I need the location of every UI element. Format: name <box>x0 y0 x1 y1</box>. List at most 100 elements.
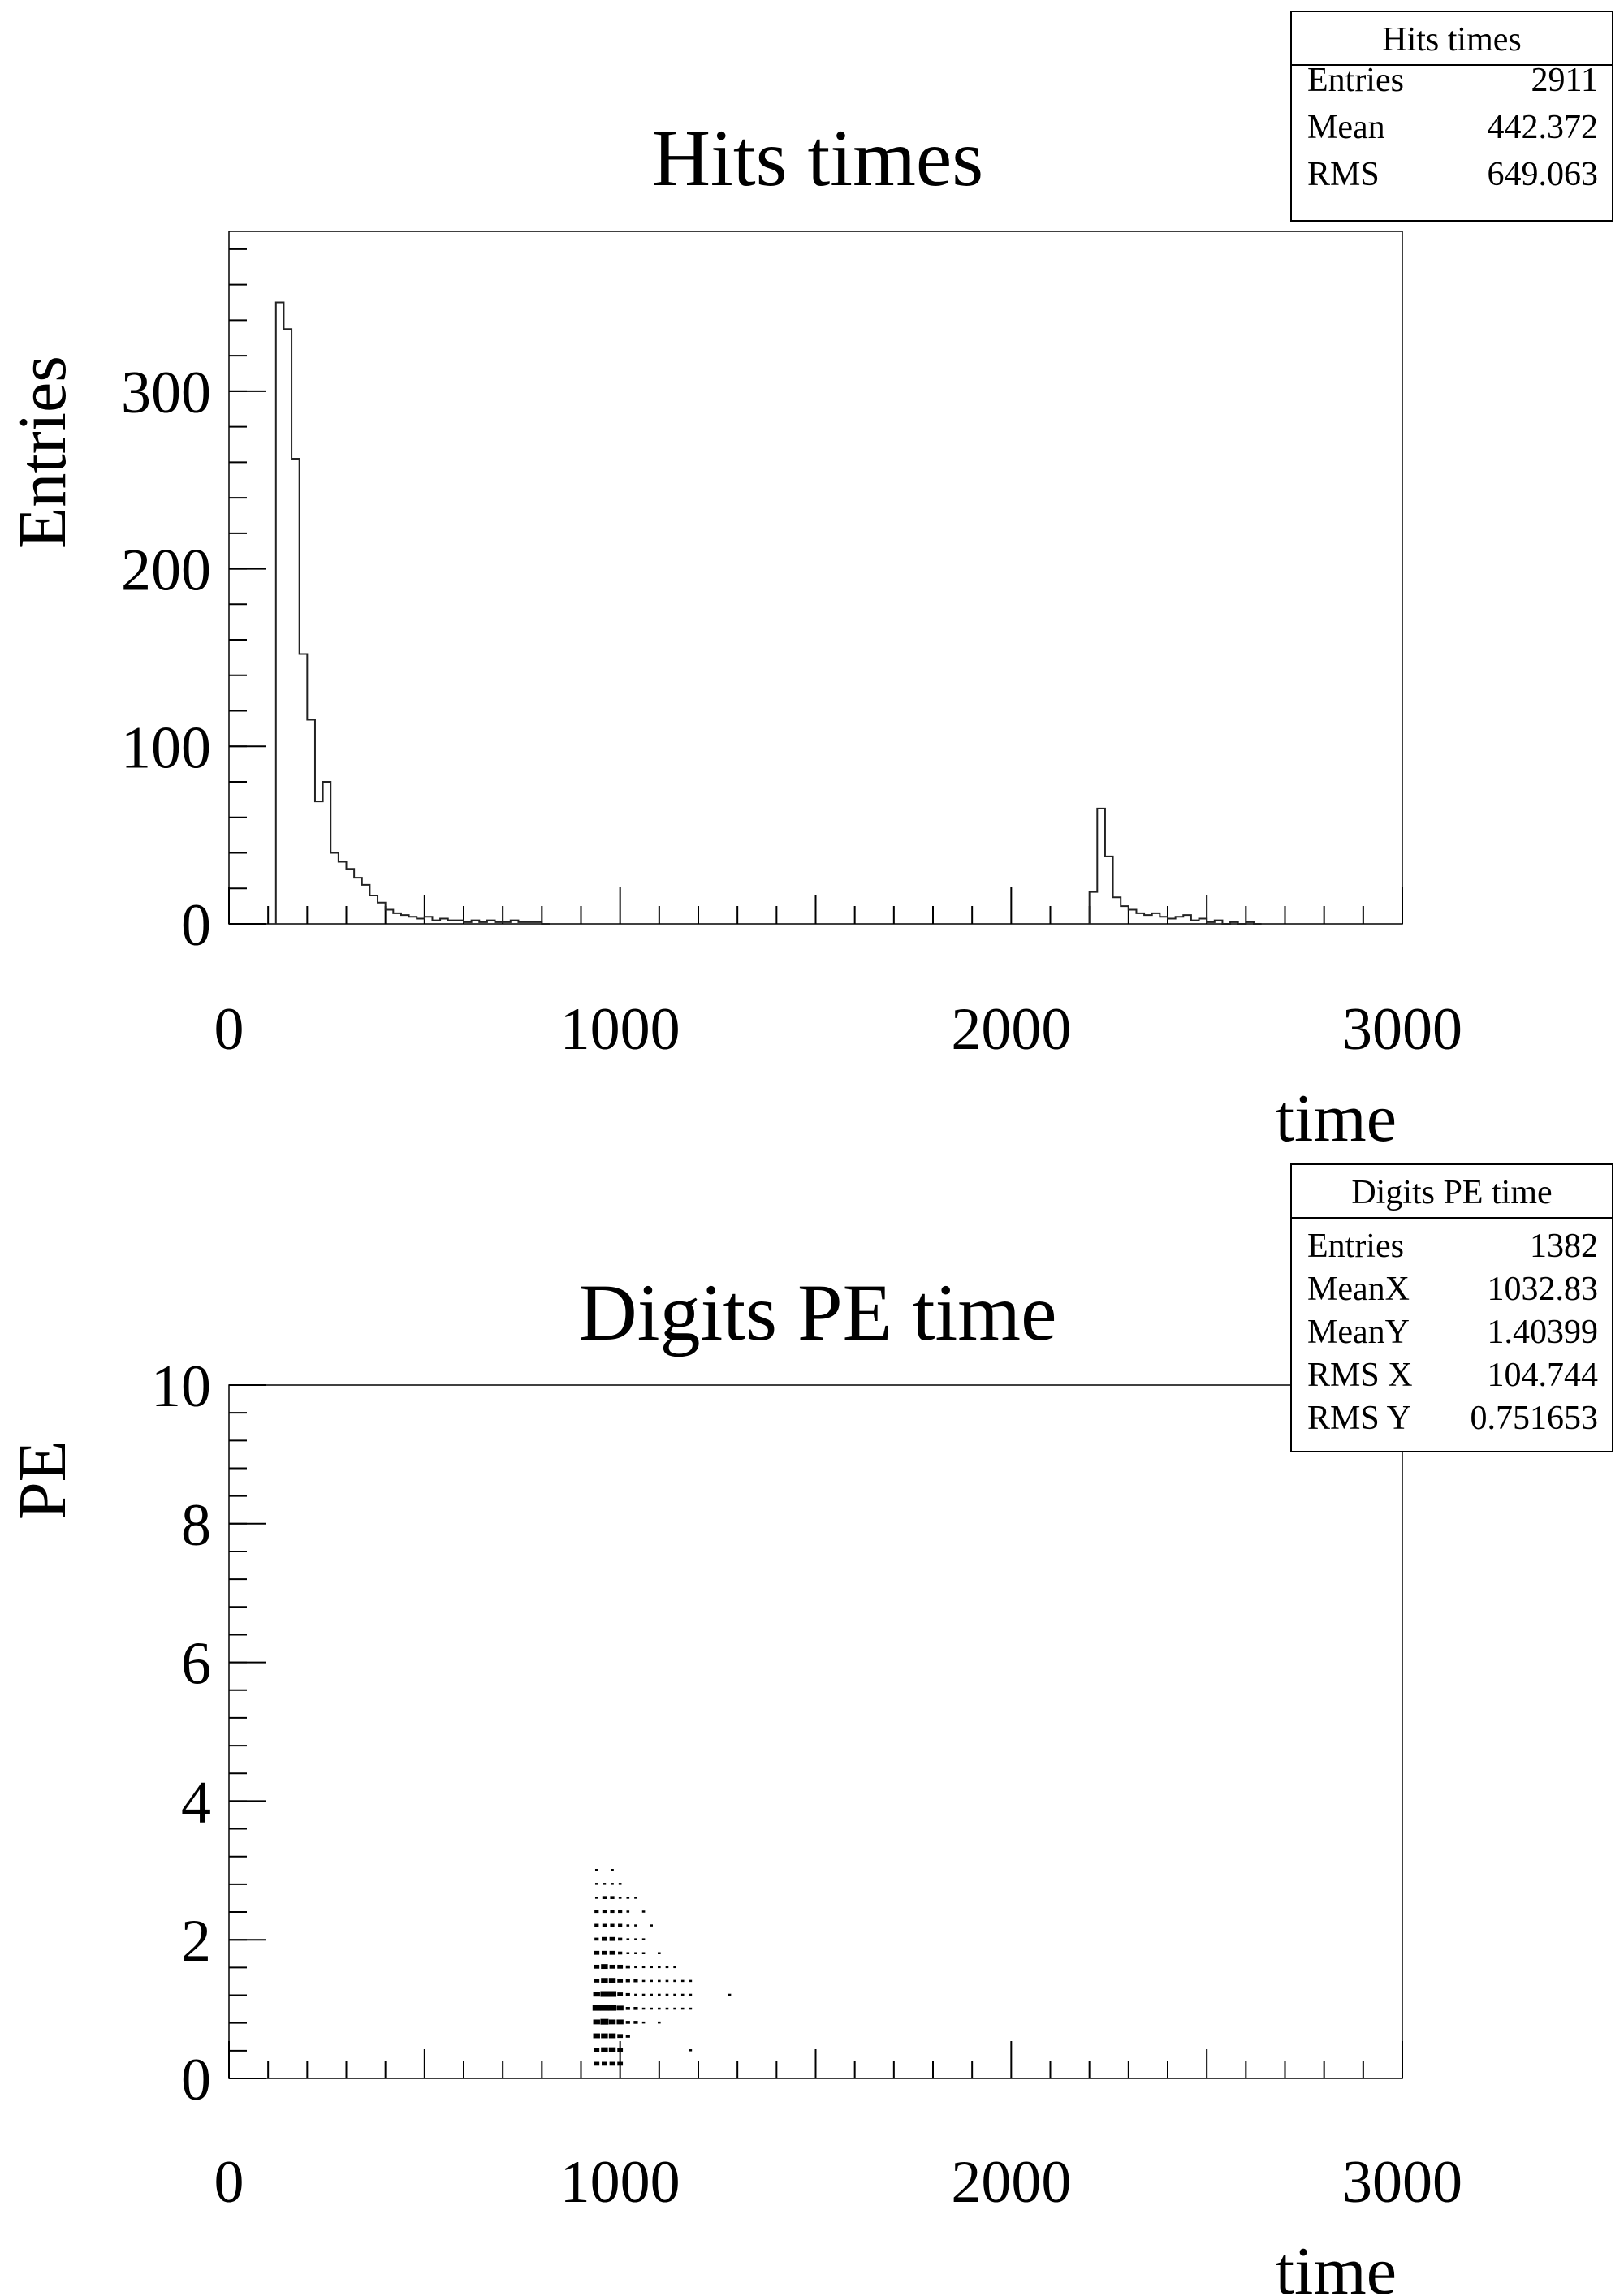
scatter-point <box>641 2021 646 2024</box>
y-tick-label: 200 <box>121 537 211 604</box>
scatter-point <box>611 1869 614 1871</box>
stats-box-frame <box>1290 1163 1613 1452</box>
scatter-point <box>626 1897 630 1899</box>
scatter-point <box>658 1966 661 1969</box>
x-axis-title: time <box>1276 1081 1397 1156</box>
histogram-bin <box>1230 922 1238 924</box>
y-tick-label: 300 <box>121 360 211 426</box>
stats-row-value: 442.372 <box>1488 109 1599 146</box>
scatter-point <box>600 1991 609 1997</box>
scatter-point <box>641 1993 646 1996</box>
y-tick-label: 6 <box>181 1631 211 1698</box>
scatter-point <box>673 1993 676 1996</box>
histogram-bin <box>1113 897 1121 924</box>
scatter-point <box>594 2048 600 2052</box>
histogram-bin <box>1129 910 1137 924</box>
histogram-bin <box>1090 892 1098 924</box>
scatter-point <box>594 1923 599 1927</box>
scatter-point <box>602 1923 607 1927</box>
stats-row-value: 649.063 <box>1488 156 1599 193</box>
scatter-point <box>641 1966 646 1969</box>
histogram-bin <box>1121 906 1129 924</box>
y-axis-title: PE <box>5 1440 80 1520</box>
scatter-point <box>634 1993 637 1996</box>
histogram-bin <box>330 853 339 924</box>
histogram-bin <box>425 917 433 924</box>
scatter-point <box>728 1993 732 1996</box>
stats-row-label: Mean <box>1307 109 1385 146</box>
scatter-point <box>593 2033 600 2039</box>
histogram-bin <box>448 921 456 924</box>
scatter-point <box>650 1993 653 1996</box>
scatter-point <box>650 1924 653 1927</box>
histogram-bin <box>362 885 370 924</box>
x-tick-label: 2000 <box>951 2149 1071 2216</box>
scatter-point <box>617 2061 624 2066</box>
histogram-bin <box>432 921 440 924</box>
histogram-bin <box>518 922 526 924</box>
histogram-bin <box>495 922 503 924</box>
scatter-point <box>650 1979 653 1983</box>
x-tick-label: 3000 <box>1342 996 1462 1063</box>
histogram-bin <box>503 922 511 924</box>
histogram-bin <box>315 801 323 924</box>
scatter-point <box>608 2047 616 2052</box>
scatter-point <box>658 2021 661 2024</box>
stats-row-value: 0.751653 <box>1471 1400 1599 1437</box>
histogram-bin <box>479 922 487 924</box>
scatter-point <box>618 1883 622 1885</box>
histogram-bin <box>300 654 308 924</box>
scatter-point <box>602 2061 607 2066</box>
histogram-bin <box>1152 913 1160 924</box>
histogram-bin <box>472 921 480 924</box>
scatter-point <box>602 1936 607 1941</box>
scatter-point <box>665 2007 669 2010</box>
histogram-bin <box>526 922 534 924</box>
scatter-point <box>618 1897 622 1899</box>
scatter-point <box>610 1896 615 1899</box>
scatter-point <box>689 1993 693 1996</box>
histogram-bin <box>417 918 425 924</box>
histogram-bin <box>464 922 472 924</box>
scatter-point <box>633 1979 638 1983</box>
scatter-point <box>633 2007 638 2010</box>
histogram-bin <box>401 915 409 924</box>
scatter-point <box>610 1923 615 1927</box>
stats-row-label: MeanX <box>1307 1271 1410 1308</box>
stats-row-value: 104.744 <box>1488 1357 1599 1394</box>
y-tick-label: 8 <box>181 1492 211 1559</box>
stats-row-value: 1032.83 <box>1488 1271 1599 1308</box>
histogram-bin <box>283 329 292 924</box>
scatter-point <box>602 1910 607 1914</box>
histogram-bin <box>487 921 495 924</box>
x-tick-label: 0 <box>214 2149 244 2216</box>
scatter-point <box>626 1938 630 1940</box>
scatter-point <box>626 1910 630 1913</box>
scatter-point <box>618 1910 623 1914</box>
histogram-bin <box>386 910 394 924</box>
scatter-point <box>625 1992 630 1996</box>
scatter-point <box>625 1965 630 1969</box>
scatter-point <box>617 1979 624 1983</box>
x-tick-label: 2000 <box>951 996 1071 1063</box>
scatter-point <box>658 1952 661 1954</box>
scatter-point <box>594 1869 598 1871</box>
scatter-point <box>626 1924 630 1927</box>
histogram-bin <box>393 913 401 924</box>
scatter-point <box>608 1991 617 1997</box>
scatter-point <box>609 2061 615 2066</box>
stats-box-title: Digits PE time <box>1351 1174 1552 1211</box>
scatter-point <box>601 1978 608 1983</box>
scatter-point <box>594 1883 598 1885</box>
histogram-bin <box>1105 857 1113 924</box>
scatter-point <box>634 1938 637 1940</box>
scatter-point <box>608 2005 617 2011</box>
scatter-point <box>593 2019 600 2025</box>
histogram-bin <box>1246 922 1254 924</box>
stats-box: Digits PE time Entries 1382 MeanX 1032.83 Mea… <box>1290 1163 1613 1452</box>
scatter-point <box>650 1966 653 1969</box>
stats-row-value: 2911 <box>1531 62 1598 99</box>
scatter-point <box>665 1993 669 1996</box>
scatter-point <box>616 2019 624 2025</box>
scatter-point <box>600 2005 609 2011</box>
